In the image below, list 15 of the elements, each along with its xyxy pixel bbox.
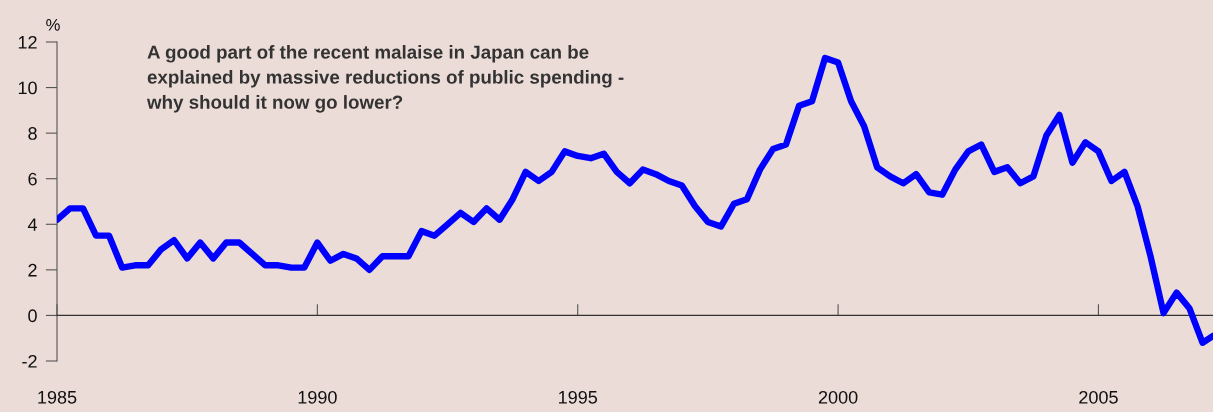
y-tick-label: 2: [28, 263, 37, 277]
annotation: A good part of the recent malaise in Japan can be explained by massive reductions of public spending - why should it now go lower?: [146, 45, 624, 113]
x-tick-label: 1985: [38, 390, 77, 404]
x-tick-label: 1995: [559, 390, 598, 404]
x-tick-label: 2005: [1079, 390, 1118, 404]
y-tick-label: -2: [22, 354, 37, 368]
y-tick-label: 10: [18, 81, 37, 95]
y-tick-label: 6: [28, 172, 37, 186]
y-tick-label: 12: [18, 35, 37, 49]
y-tick-label: 4: [27, 218, 38, 231]
y-tick-label: 8: [28, 127, 37, 140]
y-axis-title: %: [46, 19, 60, 31]
x-tick-label: 2000: [818, 390, 858, 404]
x-tick-label: 1990: [298, 390, 337, 404]
y-tick-label: 0: [28, 309, 37, 323]
